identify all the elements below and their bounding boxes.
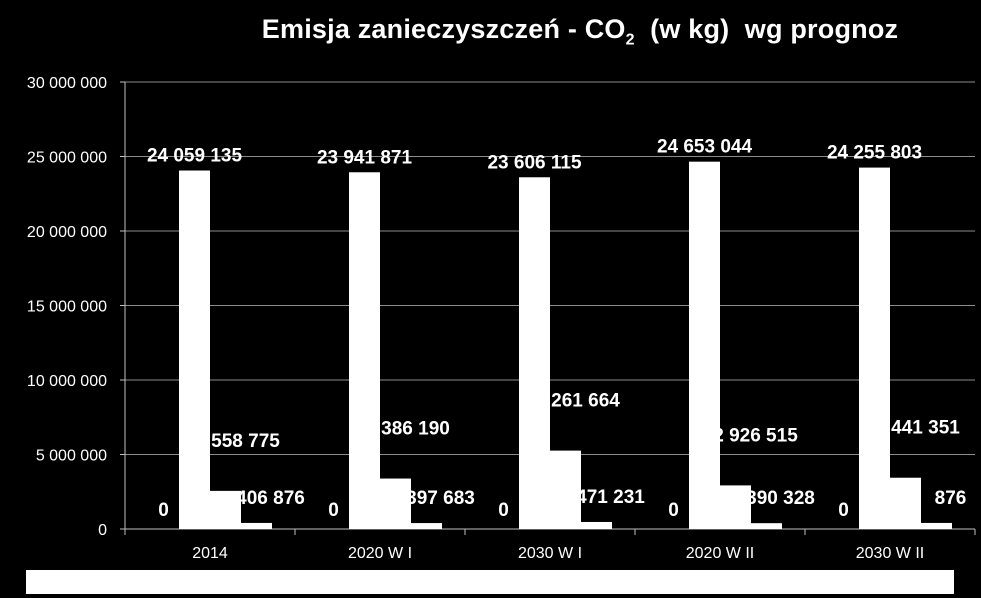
- data-label: 261 664: [551, 391, 620, 412]
- data-label: 23 941 871: [317, 147, 413, 168]
- chart-title: Emisja zanieczyszczeń - CO2 (w kg) wg pr…: [261, 14, 899, 49]
- data-label: 441 351: [891, 418, 960, 439]
- data-label: 24 255 803: [827, 143, 922, 164]
- data-label: 2 926 515: [713, 425, 798, 446]
- x-tick-label: 2030 W I: [518, 545, 582, 562]
- y-tick-label: 25 000 000: [27, 150, 107, 167]
- data-label: 406 876: [236, 488, 305, 509]
- bar: [349, 172, 380, 530]
- data-label: 0: [838, 500, 849, 521]
- x-tick-label: 2030 W II: [856, 545, 924, 562]
- data-label: 0: [498, 500, 509, 521]
- bar: [411, 523, 442, 529]
- data-label: 397 683: [406, 488, 475, 509]
- data-label: 24 059 135: [147, 146, 243, 167]
- bar: [921, 522, 952, 529]
- bar: [519, 177, 550, 529]
- x-tick-label: 2020 W I: [348, 545, 412, 562]
- data-label: 876: [935, 488, 967, 509]
- data-label: 471 231: [576, 487, 645, 508]
- bar-series: [179, 161, 952, 530]
- data-label: 0: [328, 500, 339, 521]
- bar: [720, 485, 751, 529]
- bar: [380, 478, 411, 529]
- data-label: 0: [668, 500, 679, 521]
- y-tick-label: 15 000 000: [27, 299, 107, 316]
- data-label: 390 328: [746, 488, 815, 509]
- y-axis: 0 5 000 000 10 000 000 15 000 000 20 000 000…: [27, 75, 126, 539]
- x-tick-label: 2020 W II: [686, 545, 754, 562]
- data-labels: 0 0 0 0 0 24 059 135 23 941 871 23 606 115 24 65…: [147, 137, 966, 521]
- bar: [751, 523, 782, 529]
- legend-bar: [26, 570, 954, 594]
- bar: [689, 161, 720, 529]
- bar: [859, 167, 890, 529]
- x-tick-label: 2014: [192, 545, 228, 562]
- data-label: 23 606 115: [487, 152, 581, 173]
- bar: [550, 450, 581, 529]
- data-label: 24 653 044: [657, 137, 753, 158]
- x-axis: 2014 2020 W I 2030 W I 2020 W II 2030 W II: [124, 528, 976, 562]
- y-tick-label: 20 000 000: [27, 224, 107, 241]
- bar: [581, 521, 612, 529]
- data-label: 386 190: [381, 419, 450, 440]
- data-label: 0: [158, 500, 169, 521]
- y-tick-label: 0: [98, 522, 107, 539]
- bar: [241, 522, 272, 529]
- bar: [890, 477, 921, 529]
- bar: [210, 490, 241, 529]
- y-tick-label: 30 000 000: [27, 75, 107, 92]
- bar: [179, 170, 210, 529]
- y-tick-label: 10 000 000: [27, 373, 107, 390]
- y-tick-label: 5 000 000: [36, 448, 107, 465]
- data-label: 558 775: [211, 431, 280, 452]
